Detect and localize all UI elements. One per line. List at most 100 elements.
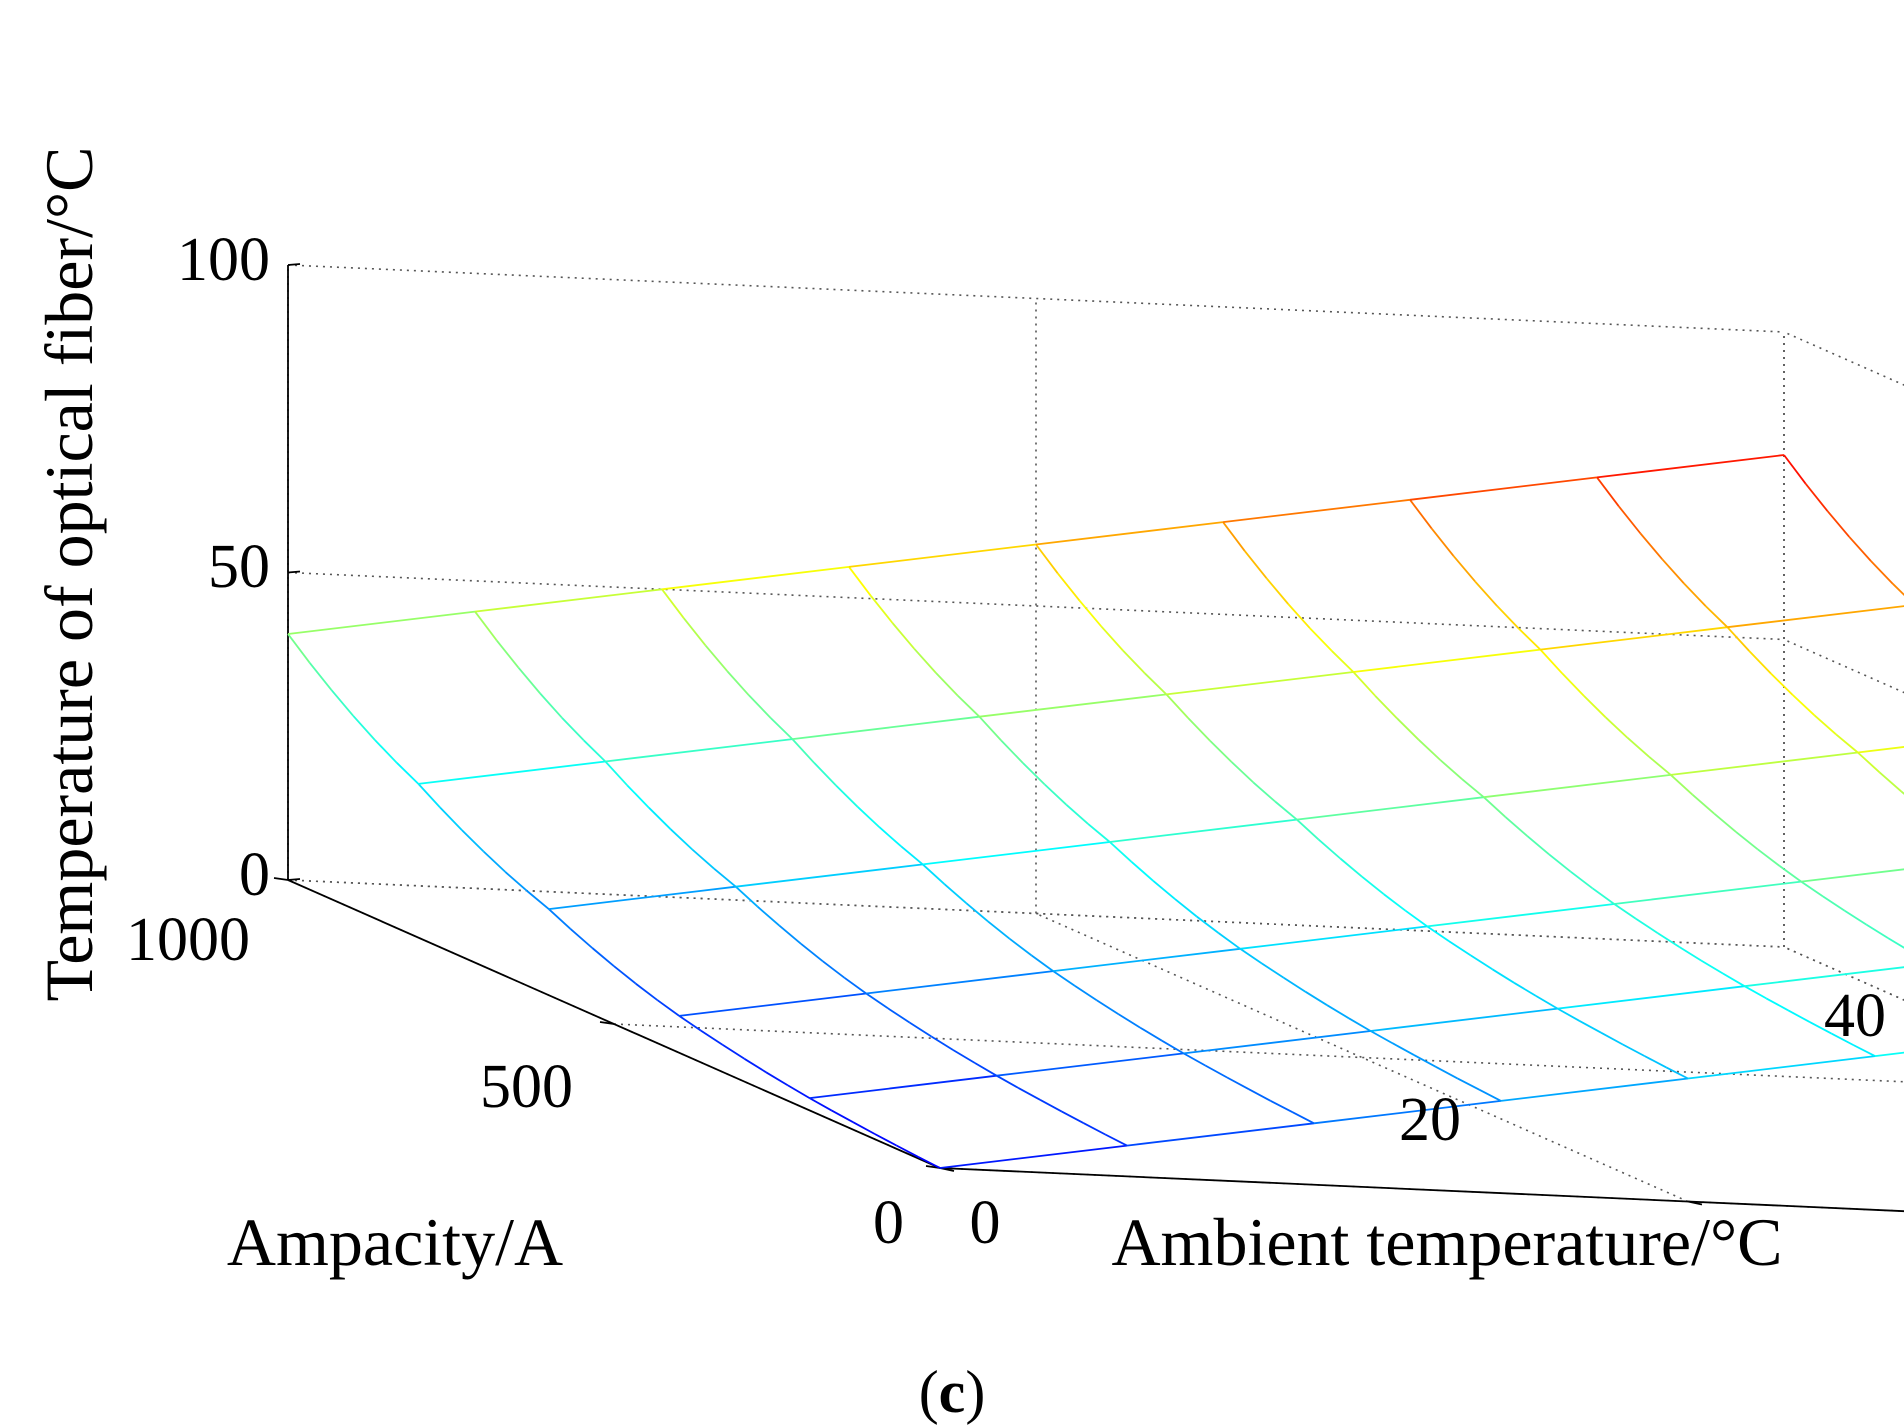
mesh-edge [682,617,707,646]
mesh-edge [1248,1088,1271,1102]
mesh-edge [1035,521,1224,546]
mesh-edge [878,826,902,847]
mesh-edge [604,760,628,786]
mesh-edge [1096,999,1119,1015]
grid-line [1035,912,1689,1203]
mesh-edge [979,693,1167,718]
y-tick-label: 500 [480,1053,573,1121]
mesh-edge [1500,1077,1689,1102]
mesh-edge [482,850,506,873]
mesh-edge [943,883,967,904]
mesh-edge [418,760,606,785]
mesh-edge [1626,736,1650,758]
mesh-edge [583,739,607,763]
mesh-edge [1035,543,1059,574]
mesh-edge [1030,954,1054,972]
mesh-edge [1370,1007,1558,1032]
mesh-edge [922,863,946,885]
mesh-edge [1722,972,1746,987]
mesh-edge [1409,499,1433,530]
mesh-edge [461,829,485,853]
mesh-edge [1209,739,1233,763]
mesh-edge [1504,816,1528,837]
mesh-edge [548,885,736,910]
mesh-edge [1439,759,1463,780]
mesh-edge [635,982,659,1001]
mesh-edge [1126,1122,1315,1147]
mesh-edge [1291,1111,1315,1125]
mesh-edge [661,588,685,619]
mesh-edge [569,928,593,949]
mesh-edge [1844,909,1867,926]
mesh-edge [1374,695,1398,719]
mesh-edge [678,1015,702,1032]
z-tick-mark [287,570,301,574]
mesh-edge [1491,968,1515,984]
axes [273,263,1904,1213]
mesh-edge [1065,804,1089,825]
mesh-edge [1326,1004,1350,1020]
mesh-edge [1835,733,1859,754]
mesh-edge [1578,1020,1602,1034]
mesh-edge [1804,483,1829,512]
mesh-edge [1100,625,1124,652]
mesh-edge [1614,880,1802,905]
mesh-edge [835,784,859,808]
mesh-edge [1513,982,1537,997]
mesh-edge [1570,870,1594,890]
mesh-edge [1061,1110,1084,1124]
mesh-edge [352,715,376,741]
y-tick-label: 0 [873,1189,904,1257]
mesh-edge [1557,1007,1580,1022]
mesh-edge [704,644,728,672]
mesh-edge [1822,895,1846,912]
mesh-edge [1801,868,1904,883]
mesh-edge [669,828,693,851]
mesh-edge [952,1049,976,1064]
mesh-edge [691,848,715,870]
mesh-edge [1613,903,1637,920]
mesh-edge [656,999,680,1017]
mesh-edge [1778,865,1802,883]
mesh-edge [1713,813,1737,833]
mesh-edge [661,566,850,591]
mesh-edge [1087,823,1111,843]
mesh-edge [1252,781,1276,803]
y-tick-label: 1000 [126,906,250,974]
mesh-edge [287,610,476,635]
mesh-edge [1540,626,1728,651]
x-tick-label: 40 [1824,982,1886,1050]
mesh-edge [1604,716,1628,739]
mesh-edge [791,738,815,764]
mesh-edge [539,692,563,719]
mesh-edge [1809,1021,1832,1035]
mesh-edge [1239,948,1263,965]
mesh-edge [1557,985,1745,1010]
mesh-edge [996,1074,1019,1089]
mesh-edge [1791,694,1815,716]
mesh-edge [778,924,802,945]
mesh-edge [809,1097,832,1112]
mesh-edge [1409,476,1598,501]
mesh-edge [417,783,441,809]
mesh-edge [726,670,750,696]
mesh-edge [1430,528,1455,557]
mesh-edge [957,694,981,718]
mesh-edge [700,1029,724,1046]
mesh-edge [917,1156,941,1169]
mesh-edge [1261,962,1285,979]
mesh-edge [1865,923,1889,939]
mesh-edge [1757,848,1781,867]
mesh-edge [800,943,824,962]
mesh-edge [1705,605,1729,628]
mesh-edge [1183,1030,1371,1055]
mesh-edge [1161,1039,1185,1055]
z-tick-label: 100 [177,226,270,294]
mesh-edge [1457,1077,1480,1091]
mesh-edge [1230,761,1254,784]
mesh-edge [1857,751,1881,773]
mesh-edge [1083,1122,1106,1136]
mesh-edge [1243,550,1268,579]
mesh-edge [561,717,585,741]
mesh-edge [495,639,520,669]
